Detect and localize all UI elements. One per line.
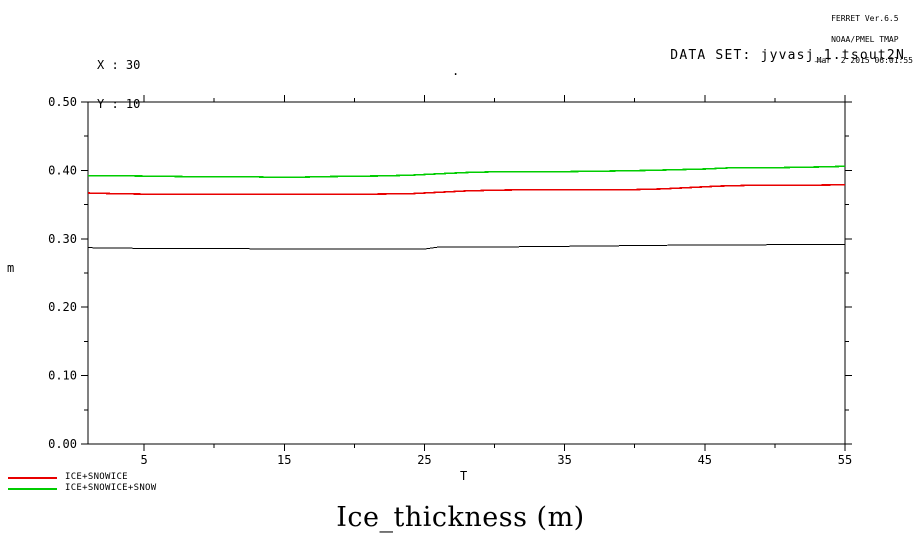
y-tick-label: 0.00: [48, 437, 77, 451]
series-line-ICE+SNOWICE+SNOW: [88, 165, 846, 178]
coordinate-readout: X : 30 Y : 10: [97, 33, 140, 137]
ferret-credit: FERRET Ver.6.5 NOAA/PMEL TMAP Mar 2 2015…: [817, 1, 913, 78]
series-line-black: [87, 243, 845, 250]
noaa-pmel-text: NOAA/PMEL TMAP: [831, 35, 899, 44]
legend-label: ICE+SNOWICE+SNOW: [65, 483, 157, 493]
legend-item-ice-snowice: ICE+SNOWICE: [8, 472, 157, 483]
x-tick-label: 55: [838, 453, 852, 467]
y-tick-label: 0.10: [48, 369, 77, 383]
y-tick-label: 0.30: [48, 232, 77, 246]
x-tick-label: 35: [557, 453, 571, 467]
legend-label: ICE+SNOWICE: [65, 472, 128, 482]
stray-dot-mark: .: [452, 64, 460, 78]
x-tick-label: 15: [277, 453, 291, 467]
legend-line-swatch-red: [8, 476, 57, 479]
x-tick-label: 25: [417, 453, 431, 467]
dataset-label: DATA SET: jyvasj_1.tsout2N: [670, 48, 905, 63]
plot-timestamp: Mar 2 2015 06:01:55: [816, 56, 913, 65]
y-readout: Y : 10: [97, 97, 141, 111]
series-line-ICE+SNOWICE: [87, 184, 846, 196]
x-readout: X : 30: [97, 58, 141, 72]
legend-item-ice-snowice-snow: ICE+SNOWICE+SNOW: [8, 483, 157, 494]
legend: ICE+SNOWICE ICE+SNOWICE+SNOW: [8, 472, 157, 494]
y-tick-label: 0.40: [48, 163, 77, 177]
plot-frame: [87, 101, 846, 445]
x-axis-label: T: [460, 469, 468, 483]
x-tick-label: 45: [698, 453, 712, 467]
ferret-version-text: FERRET Ver.6.5: [831, 14, 899, 23]
y-tick-label: 0.20: [48, 300, 77, 314]
x-tick-label: 5: [140, 453, 147, 467]
y-tick-label: 0.50: [48, 95, 77, 109]
y-axis-label: m: [7, 261, 15, 275]
legend-line-swatch-green: [8, 487, 57, 490]
plot-title: Ice_thickness (m): [336, 502, 585, 533]
